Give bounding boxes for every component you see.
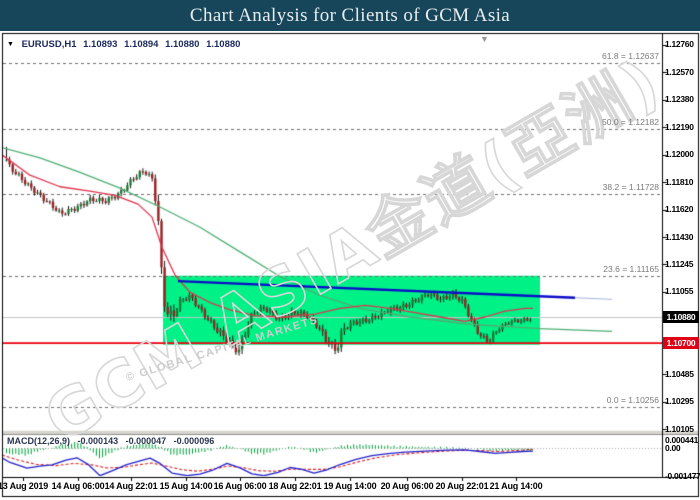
fib-level-label: 61.8 = 1.12637 bbox=[602, 50, 659, 61]
macd-signal-value: -0.000047 bbox=[125, 436, 167, 446]
quote-close: 1.10880 bbox=[206, 39, 241, 50]
time-axis-label: 21 Aug 14:00 bbox=[489, 481, 543, 491]
time-axis-label: 19 Aug 14:00 bbox=[323, 481, 377, 491]
price-axis-label: 1.10485 bbox=[665, 368, 694, 379]
time-axis-label: 20 Aug 06:00 bbox=[380, 481, 434, 491]
price-axis-label: 1.12000 bbox=[665, 149, 694, 160]
price-axis-label: 1.11430 bbox=[665, 231, 694, 242]
price-axis-label: 1.12380 bbox=[665, 94, 694, 105]
fib-level-label: 50.0 = 1.12182 bbox=[602, 116, 659, 127]
quote-open: 1.10893 bbox=[83, 39, 118, 50]
time-axis-label: 14 Aug 06:00 bbox=[51, 481, 105, 491]
price-axis-label: 1.10105 bbox=[665, 423, 694, 434]
fib-level-label: 0.0 = 1.10256 bbox=[606, 395, 659, 406]
quote-high: 1.10894 bbox=[124, 39, 159, 50]
time-axis-label: 14 Aug 22:01 bbox=[104, 481, 158, 491]
title-banner: Chart Analysis for Clients of GCM Asia bbox=[0, 0, 700, 31]
price-axis-label: 1.12760 bbox=[665, 39, 694, 50]
time-axis-label: 20 Aug 22:01 bbox=[435, 481, 489, 491]
price-axis-label: 1.11810 bbox=[665, 176, 694, 187]
price-axis-label: 1.11620 bbox=[665, 204, 694, 215]
support-price-badge: 1.10700 bbox=[663, 337, 699, 349]
current-price-badge: 1.10880 bbox=[663, 311, 699, 323]
price-axis-label: 1.11055 bbox=[665, 286, 694, 297]
time-axis-label: 13 Aug 2019 bbox=[0, 481, 48, 491]
time-axis-label: 15 Aug 14:00 bbox=[159, 481, 213, 491]
time-axis-label: 18 Aug 22:01 bbox=[268, 481, 322, 491]
fib-level-label: 38.2 = 1.11728 bbox=[602, 182, 659, 193]
symbol-label: EURUSD,H1 bbox=[21, 39, 77, 50]
macd-label: MACD(12,26,9) -0.000143 -0.000047 -0.000… bbox=[7, 436, 219, 446]
symbol-header: ▼ EURUSD,H1 1.10893 1.10894 1.10880 1.10… bbox=[7, 39, 244, 50]
banner-title: Chart Analysis for Clients of GCM Asia bbox=[189, 4, 511, 26]
scroll-to-end-icon[interactable]: ▼ bbox=[480, 34, 489, 44]
time-axis-label: 16 Aug 06:00 bbox=[213, 481, 267, 491]
macd-axis-label: 0.000441 bbox=[665, 434, 699, 445]
price-axis-label: 1.11245 bbox=[665, 258, 694, 269]
collapse-arrow-icon[interactable]: ▼ bbox=[7, 41, 14, 48]
price-axis-label: 1.12190 bbox=[665, 121, 694, 132]
macd-main-value: -0.000143 bbox=[77, 436, 119, 446]
fib-level-label: 23.6 = 1.11165 bbox=[603, 263, 659, 274]
macd-hist-value: -0.000096 bbox=[173, 436, 215, 446]
price-axis-label: 1.12570 bbox=[665, 66, 694, 77]
macd-axis-label: 0.00 bbox=[665, 443, 681, 453]
quote-low: 1.10880 bbox=[165, 39, 200, 50]
macd-axis-label: -0.001477 bbox=[665, 470, 700, 481]
price-axis-label: 1.10295 bbox=[665, 396, 694, 407]
macd-title: MACD(12,26,9) bbox=[7, 436, 71, 446]
